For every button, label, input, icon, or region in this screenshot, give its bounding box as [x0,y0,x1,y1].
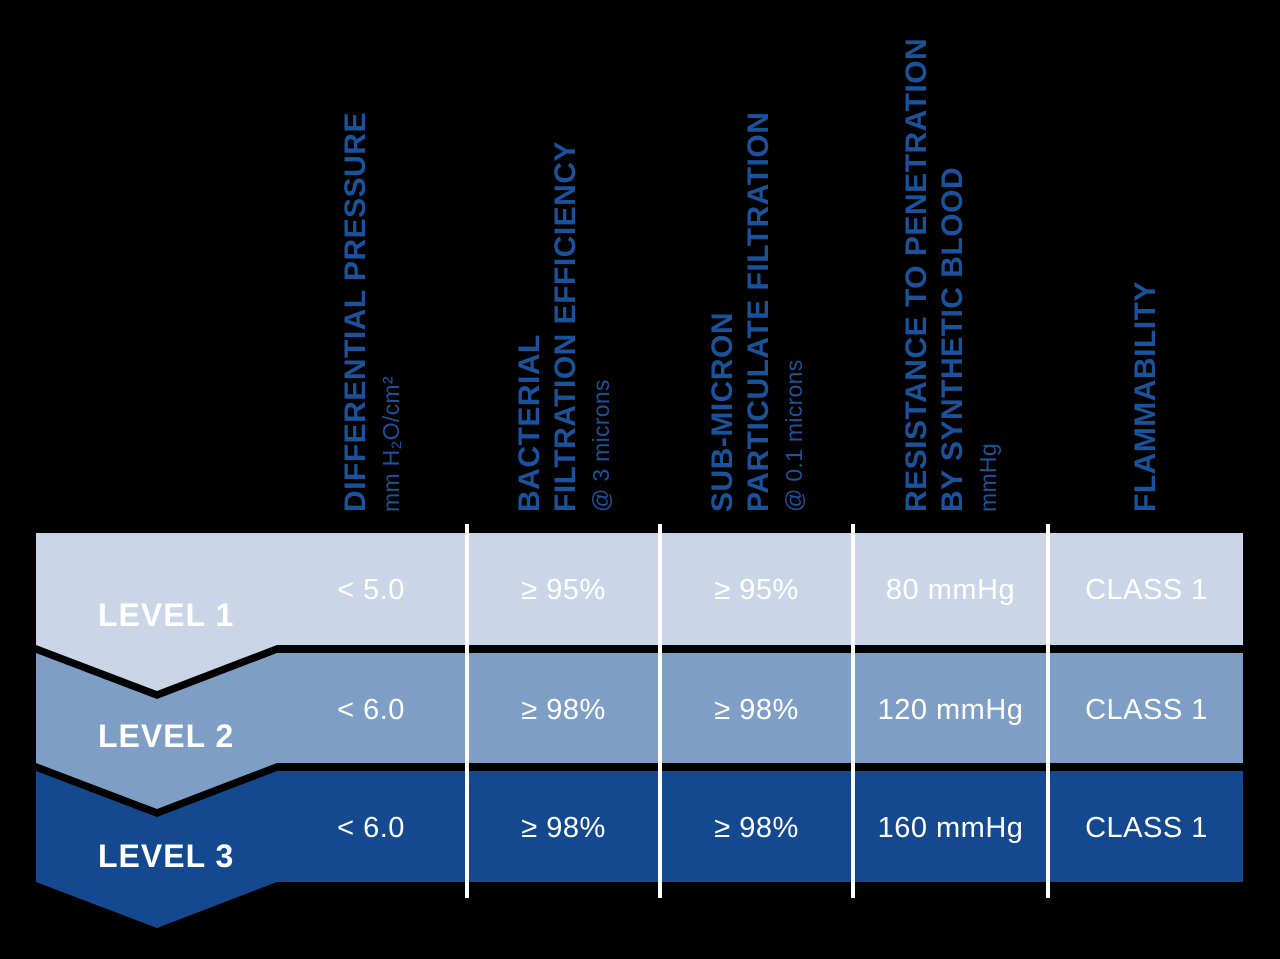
column-divider-1 [465,524,469,898]
cell-level2-differential-pressure: < 6.0 [337,694,405,726]
row-label-level-1: LEVEL 1 [98,597,235,633]
column-divider-4 [1046,524,1050,898]
column-header-resistance-to-penetration: RESISTANCE TO PENETRATION BY SYNTHETIC B… [899,38,1001,512]
cell-level2-sub-micron-filtration: ≥ 98% [714,694,799,726]
header-subtitle: mm H₂O/cm² [378,376,404,512]
level-1-band [36,533,1243,691]
header-title-line: SUB-MICRON [706,312,739,512]
cell-level1-sub-micron-filtration: ≥ 95% [714,574,799,606]
cell-level3-blood-resistance: 160 mmHg [877,812,1024,844]
header-title-line: PARTICULATE FILTRATION [742,111,775,512]
cell-level3-flammability: CLASS 1 [1085,812,1208,844]
cell-level1-bacterial-filtration: ≥ 95% [521,574,606,606]
row-label-level-3: LEVEL 3 [98,838,235,874]
cell-level1-differential-pressure: < 5.0 [337,574,405,606]
level-2-band [36,653,1243,809]
cell-level3-differential-pressure: < 6.0 [337,812,405,844]
header-title-line: BY SYNTHETIC BLOOD [936,166,969,512]
column-header-sub-micron-particulate-filtration: SUB-MICRON PARTICULATE FILTRATION @ 0.1 … [705,112,807,512]
cell-level2-bacterial-filtration: ≥ 98% [521,694,606,726]
cell-level1-blood-resistance: 80 mmHg [885,574,1016,606]
cell-level1-flammability: CLASS 1 [1085,574,1208,606]
column-divider-2 [658,524,662,898]
cell-level2-blood-resistance: 120 mmHg [877,694,1024,726]
column-header-flammability: FLAMMABILITY [1128,281,1164,512]
header-title-line: BACTERIAL [513,334,546,512]
header-title-line: FILTRATION EFFICIENCY [549,140,582,512]
cell-level2-flammability: CLASS 1 [1085,694,1208,726]
column-header-bacterial-filtration-efficiency: BACTERIAL FILTRATION EFFICIENCY @ 3 micr… [512,141,614,512]
column-divider-3 [851,524,855,898]
header-title-line: DIFFERENTIAL PRESSURE [339,112,372,512]
cell-level3-bacterial-filtration: ≥ 98% [521,812,606,844]
header-subtitle: mmHg [975,443,1001,512]
cell-level3-sub-micron-filtration: ≥ 98% [714,812,799,844]
header-subtitle: @ 3 microns [588,379,614,512]
column-header-differential-pressure: DIFFERENTIAL PRESSURE mm H₂O/cm² [338,112,404,512]
header-subtitle: @ 0.1 microns [781,359,807,512]
header-title-line: RESISTANCE TO PENETRATION [900,37,933,512]
row-label-level-2: LEVEL 2 [98,718,235,754]
header-title-line: FLAMMABILITY [1129,281,1162,512]
level-3-band [36,771,1243,928]
